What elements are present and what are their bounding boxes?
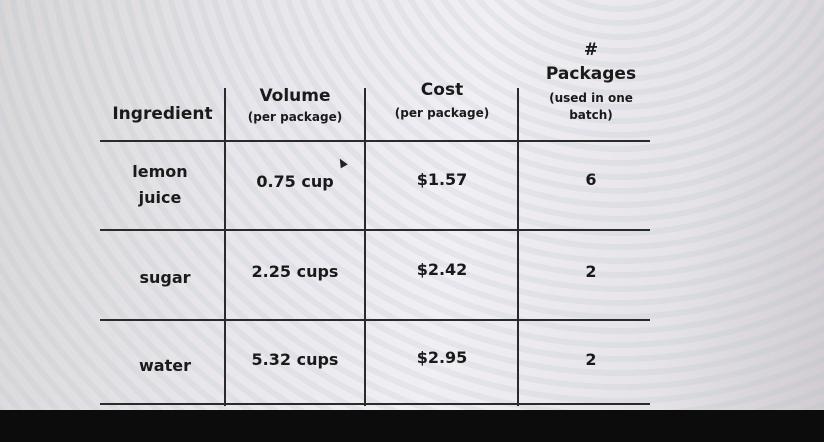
- column-divider: [364, 88, 366, 406]
- cell-packages: 6: [585, 170, 597, 189]
- screen-bezel: [0, 410, 824, 442]
- header-packages-hash: #: [583, 40, 599, 60]
- cell-cost: $1.57: [416, 170, 468, 189]
- header-packages: Packages: [545, 64, 637, 84]
- header-volume: Volume: [259, 86, 331, 106]
- header-cost-sub: (per package): [394, 106, 490, 120]
- header-packages-sub: batch): [569, 108, 613, 122]
- cell-packages: 2: [585, 262, 597, 281]
- header-volume-sub: (per package): [247, 110, 343, 124]
- cell-ingredient: juice: [138, 188, 182, 207]
- cell-ingredient: water: [139, 356, 191, 375]
- row-divider: [100, 403, 650, 405]
- cell-cost: $2.95: [416, 348, 468, 367]
- header-divider: [100, 140, 650, 142]
- cell-cost: $2.42: [416, 260, 468, 279]
- cell-volume: 2.25 cups: [251, 262, 339, 281]
- header-cost: Cost: [420, 80, 464, 100]
- cell-ingredient: sugar: [139, 268, 191, 287]
- header-packages-sub: (used in one: [549, 91, 633, 105]
- column-divider: [517, 88, 519, 406]
- header-ingredient: Ingredient: [112, 104, 213, 124]
- cell-packages: 2: [585, 350, 597, 369]
- cell-volume: 5.32 cups: [251, 350, 339, 369]
- row-divider: [100, 319, 650, 321]
- cell-ingredient: lemon: [132, 162, 188, 181]
- row-divider: [100, 229, 650, 231]
- column-divider: [224, 88, 226, 406]
- cell-volume: 0.75 cup: [256, 172, 334, 191]
